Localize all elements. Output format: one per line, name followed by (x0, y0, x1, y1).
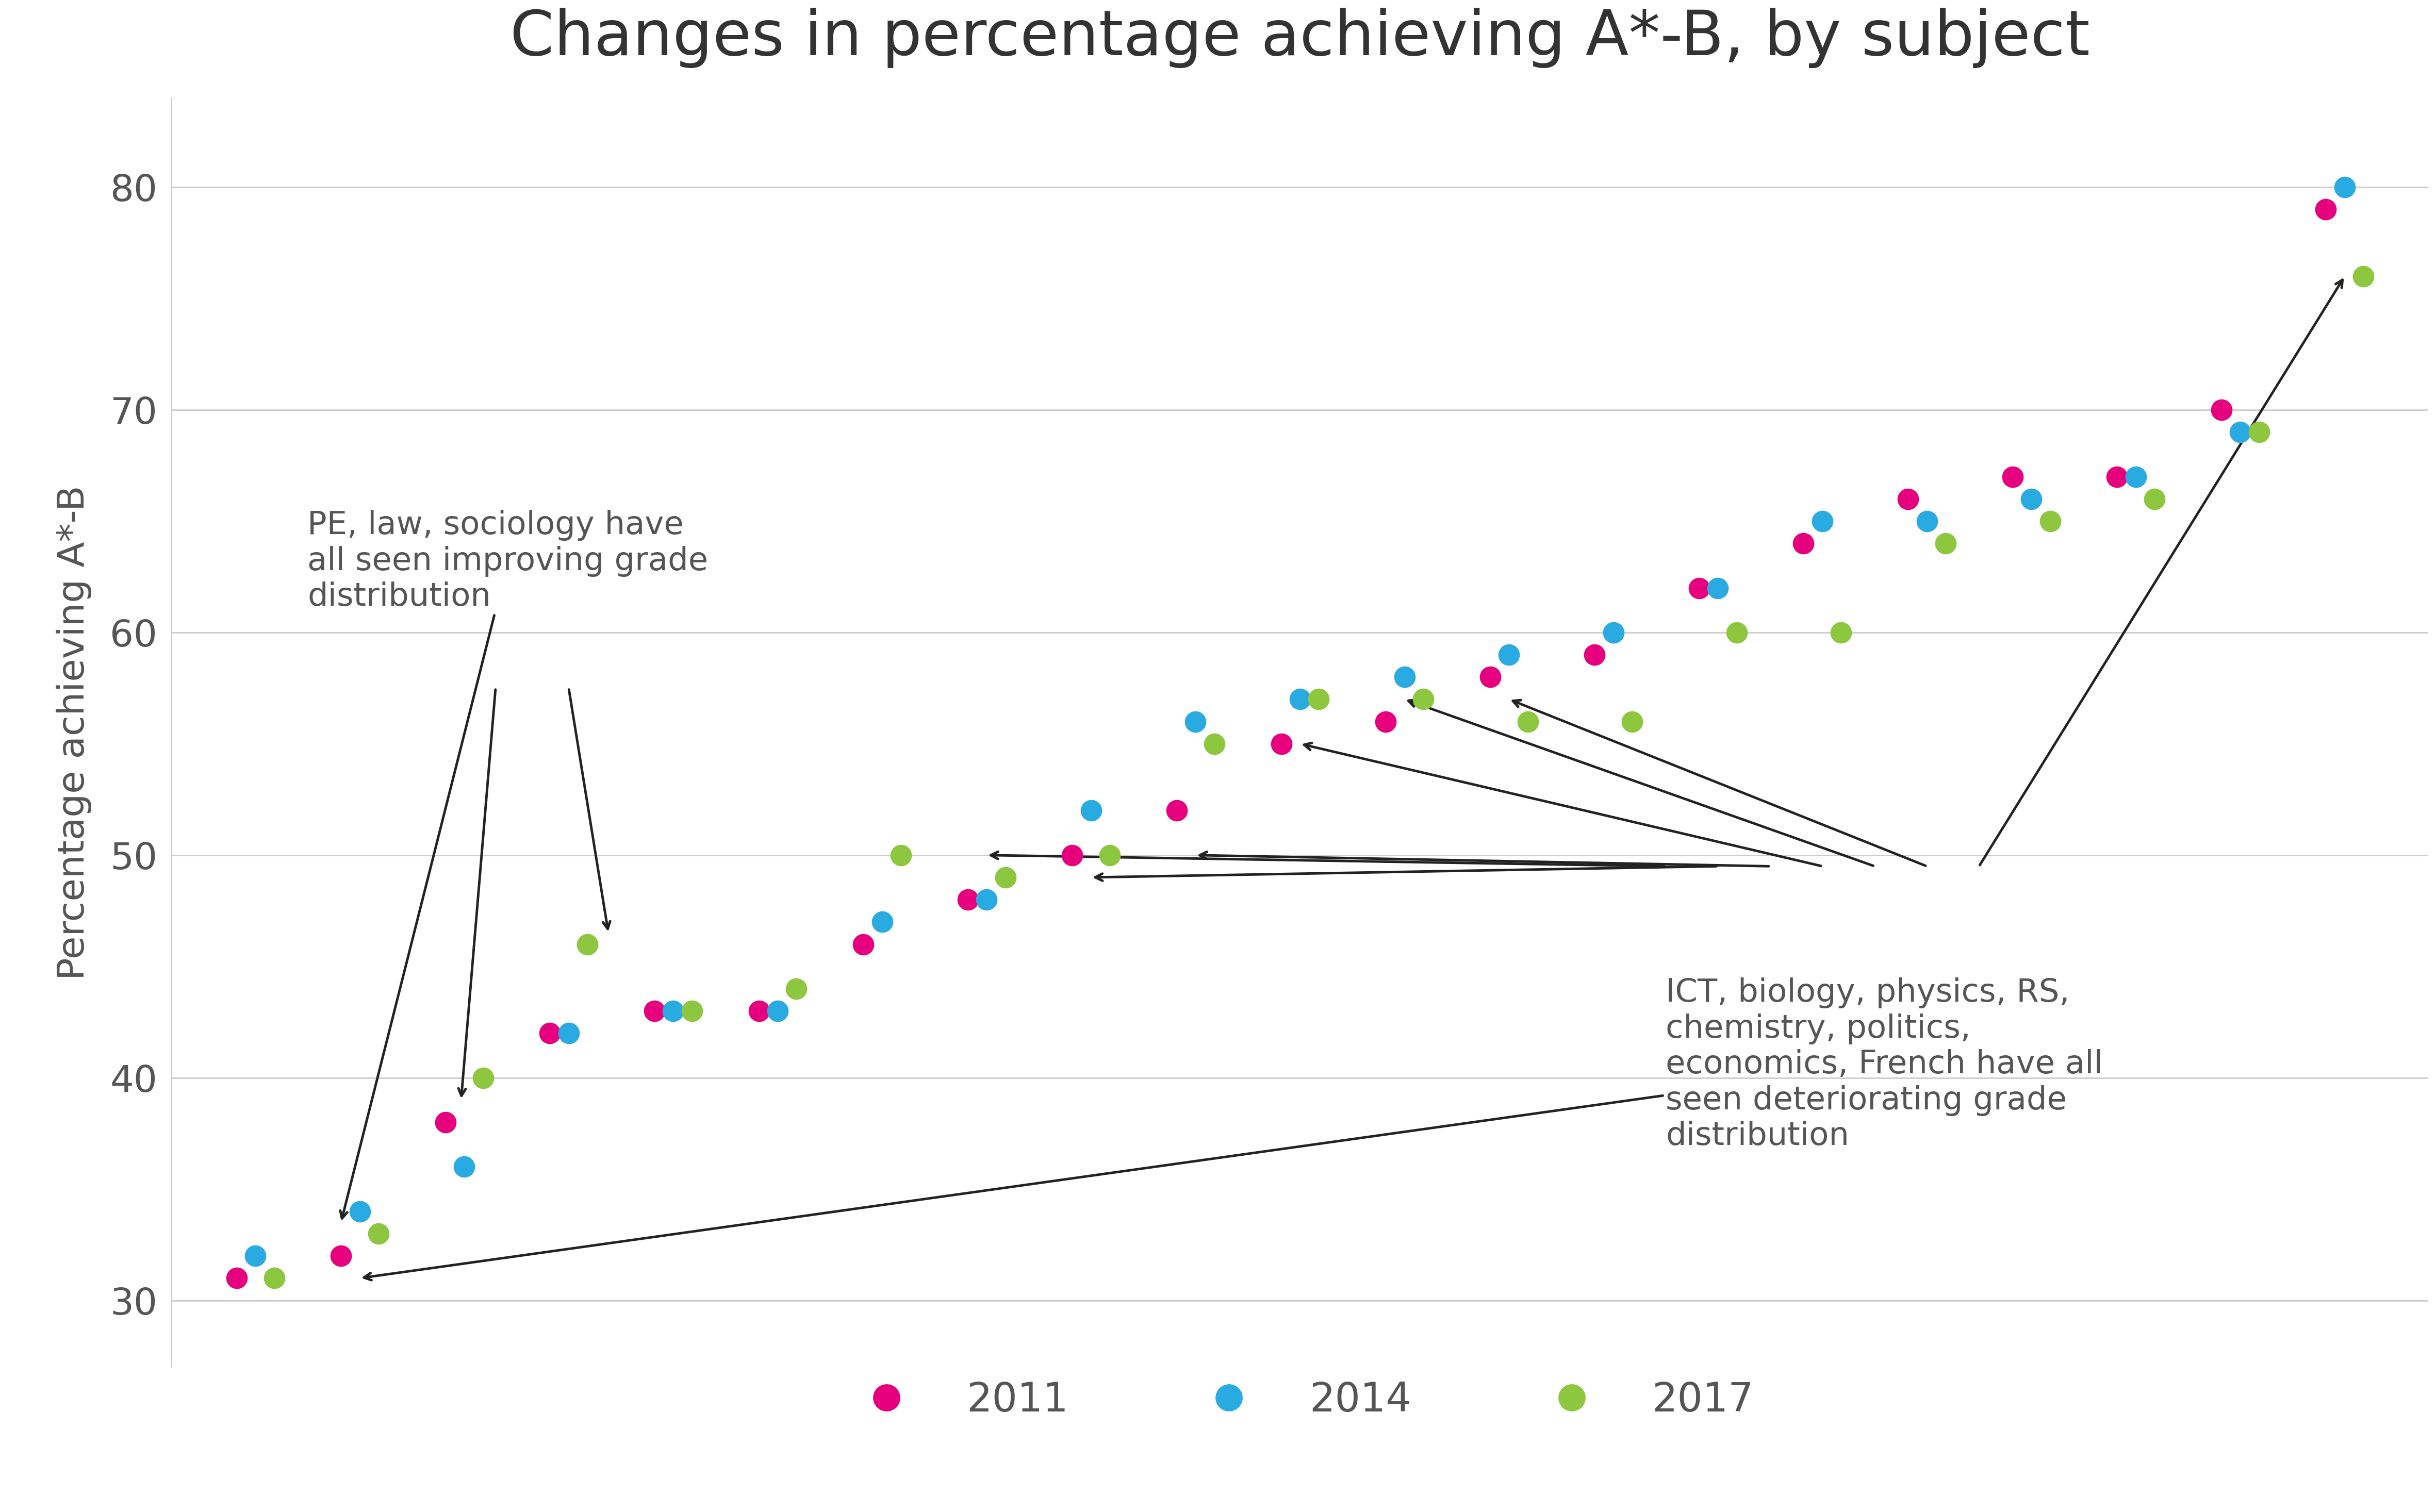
2017 (1194, 732, 1233, 756)
2014 (862, 910, 901, 934)
2017 (2343, 265, 2382, 289)
2011 (1888, 487, 1927, 511)
2017 (2239, 420, 2278, 445)
2011 (1367, 709, 1406, 733)
2017 (463, 1066, 502, 1090)
2011 (217, 1266, 256, 1290)
2014 (446, 1155, 485, 1179)
2014 (341, 1199, 380, 1223)
2014 (236, 1244, 275, 1269)
2011 (843, 931, 882, 956)
2011 (531, 1021, 570, 1045)
2014 (1072, 798, 1111, 823)
Text: ICT, biology, physics, RS,
chemistry, politics,
economics, French have all
seen : ICT, biology, physics, RS, chemistry, po… (363, 978, 2102, 1281)
2014 (758, 999, 797, 1024)
2011 (2202, 398, 2241, 422)
2017 (777, 977, 816, 1001)
2017 (256, 1266, 295, 1290)
2014 (967, 888, 1006, 912)
2017 (672, 999, 711, 1024)
2011 (2307, 198, 2346, 222)
2017 (1091, 844, 1130, 868)
2011 (1576, 643, 1615, 667)
2017 (1403, 686, 1442, 711)
Text: PE, law, sociology have
all seen improving grade
distribution: PE, law, sociology have all seen improvi… (307, 510, 709, 1219)
2011 (948, 888, 987, 912)
2017 (1717, 620, 1756, 644)
2014 (2222, 420, 2261, 445)
2011 (426, 1110, 465, 1134)
2017 (1822, 620, 1861, 644)
2014 (2117, 464, 2156, 488)
Title: Changes in percentage achieving A*-B, by subject: Changes in percentage achieving A*-B, by… (509, 8, 2090, 68)
2014 (548, 1021, 587, 1045)
2017 (1927, 531, 1966, 555)
2011 (322, 1244, 361, 1269)
2011 (1993, 464, 2032, 488)
2017 (568, 931, 607, 956)
2011 (1471, 665, 1510, 689)
2014 (2012, 487, 2051, 511)
2011 (1052, 844, 1091, 868)
2011 (636, 999, 675, 1024)
Legend: 2011, 2014, 2017: 2011, 2014, 2017 (831, 1365, 1769, 1436)
2011 (1783, 531, 1822, 555)
2014 (2326, 175, 2365, 200)
2011 (1262, 732, 1301, 756)
2017 (1298, 686, 1337, 711)
2014 (1281, 686, 1320, 711)
2014 (1488, 643, 1527, 667)
2014 (1593, 620, 1632, 644)
2014 (1177, 709, 1216, 733)
Y-axis label: Percentage achieving A*-B: Percentage achieving A*-B (56, 485, 93, 980)
2017 (882, 844, 921, 868)
2014 (1698, 576, 1737, 600)
2014 (653, 999, 692, 1024)
2011 (1157, 798, 1196, 823)
2011 (2097, 464, 2136, 488)
2011 (1678, 576, 1717, 600)
2017 (987, 865, 1026, 889)
2011 (741, 999, 780, 1024)
2017 (1613, 709, 1652, 733)
2017 (358, 1222, 397, 1246)
2017 (2134, 487, 2173, 511)
2014 (1803, 510, 1842, 534)
2017 (1508, 709, 1547, 733)
2017 (2032, 510, 2071, 534)
2014 (1386, 665, 1425, 689)
2014 (1907, 510, 1946, 534)
